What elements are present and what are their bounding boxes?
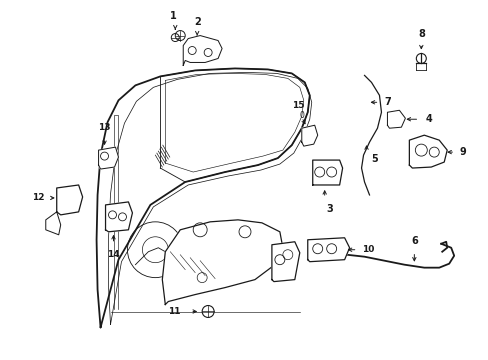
Text: 13: 13 (98, 123, 111, 132)
Polygon shape (271, 242, 299, 282)
Text: 11: 11 (167, 307, 180, 316)
Text: 14: 14 (107, 250, 120, 259)
Polygon shape (386, 110, 405, 128)
Polygon shape (57, 185, 82, 215)
Polygon shape (183, 36, 222, 66)
Polygon shape (99, 147, 118, 169)
Polygon shape (408, 135, 447, 168)
Text: 10: 10 (361, 245, 373, 254)
Polygon shape (162, 220, 282, 305)
Text: 7: 7 (384, 97, 390, 107)
Text: 1: 1 (169, 10, 176, 21)
Polygon shape (312, 160, 342, 185)
Text: 5: 5 (371, 154, 378, 164)
Polygon shape (105, 202, 132, 232)
Text: 8: 8 (417, 28, 424, 39)
Text: 0: 0 (299, 111, 304, 120)
Text: 3: 3 (325, 204, 332, 214)
Text: 15: 15 (291, 101, 304, 110)
Text: 9: 9 (458, 147, 465, 157)
Text: 4: 4 (425, 114, 431, 124)
Polygon shape (46, 212, 61, 235)
Text: 12: 12 (32, 193, 45, 202)
Polygon shape (307, 238, 349, 262)
Polygon shape (301, 125, 317, 146)
Text: 6: 6 (410, 236, 417, 246)
Text: 2: 2 (193, 17, 200, 27)
